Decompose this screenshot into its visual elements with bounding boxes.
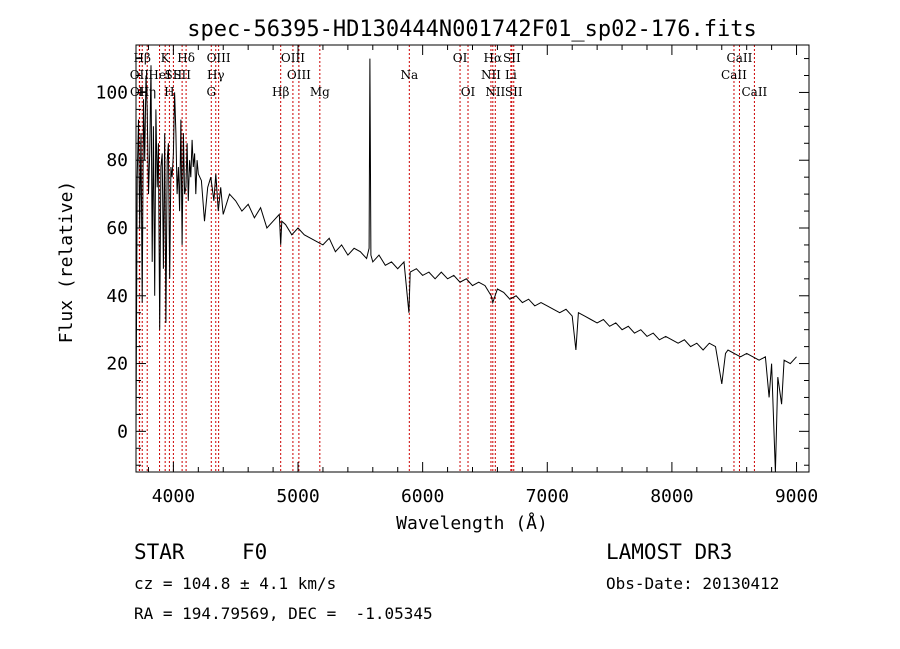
x-tick-label: 7000 — [526, 486, 569, 507]
y-tick-label: 0 — [117, 421, 128, 442]
marker-label: CaII — [727, 51, 753, 65]
plot-frame — [135, 44, 810, 473]
x-tick-label: 4000 — [152, 486, 195, 507]
marker-label: OI — [461, 85, 476, 99]
marker-label: CaII — [721, 68, 747, 82]
marker-label: Hδ — [177, 51, 195, 65]
spectrum-line — [135, 58, 797, 473]
x-tick-label: 6000 — [401, 486, 444, 507]
marker-label: Li — [505, 68, 517, 82]
y-axis-label: Flux (relative) — [56, 181, 77, 344]
x-tick-label: 9000 — [775, 486, 818, 507]
marker-label: HeI — [148, 68, 171, 82]
survey-name: LAMOST DR3 — [606, 540, 733, 564]
marker-label: SII — [503, 51, 521, 65]
y-tick-label: 60 — [106, 218, 128, 239]
marker-label: OIII — [281, 51, 305, 65]
marker-label: OIII — [287, 68, 311, 82]
x-tick-label: 8000 — [650, 486, 693, 507]
marker-label: OI — [453, 51, 468, 65]
y-tick-label: 20 — [106, 354, 128, 375]
marker-label: Hα — [484, 51, 503, 65]
y-tick-label: 40 — [106, 286, 128, 307]
marker-label: Hβ — [272, 85, 289, 99]
y-axis: 0 20 40 60 80 100 — [95, 58, 809, 466]
marker-label: Na — [400, 68, 418, 82]
line-markers — [138, 45, 755, 472]
y-tick-label: 100 — [95, 82, 128, 103]
x-axis: 4000 5000 6000 7000 8000 9000 — [147, 45, 818, 507]
marker-label: K — [161, 51, 171, 65]
marker-label: Hβ — [134, 51, 151, 65]
marker-label: Mg — [310, 85, 330, 99]
marker-label: SII — [173, 68, 191, 82]
marker-label: NII — [481, 68, 501, 82]
marker-label: Hγ — [207, 68, 225, 82]
marker-label: NII — [485, 85, 505, 99]
coordinates: RA = 194.79569, DEC = -1.05345 — [134, 604, 433, 623]
marker-label: G — [206, 85, 216, 99]
marker-label: SII — [165, 68, 183, 82]
marker-label: SII — [505, 85, 523, 99]
x-axis-label: Wavelength (Å) — [396, 512, 548, 534]
y-tick-label: 80 — [106, 150, 128, 171]
object-class: STAR — [134, 540, 185, 564]
spectral-subclass: F0 — [242, 540, 268, 564]
marker-label: OIII — [207, 51, 231, 65]
x-tick-label: 5000 — [276, 486, 319, 507]
marker-label: CaII — [741, 85, 767, 99]
marker-label: H — [164, 85, 174, 99]
observation-date: Obs-Date: 20130412 — [606, 574, 780, 593]
redshift-velocity: cz = 104.8 ± 4.1 km/s — [134, 574, 337, 593]
chart-title: spec-56395-HD130444N001742F01_sp02-176.f… — [187, 17, 757, 42]
